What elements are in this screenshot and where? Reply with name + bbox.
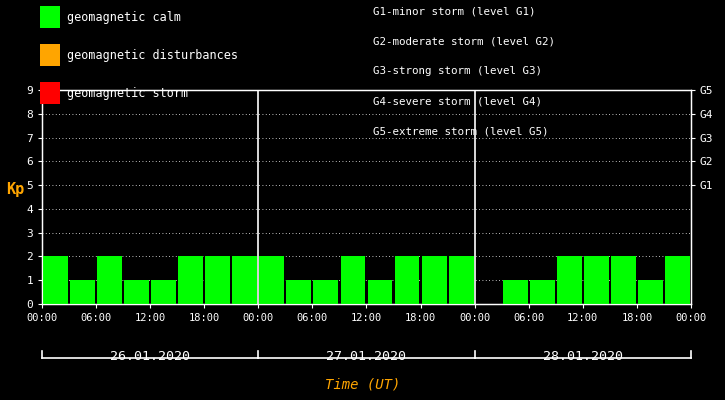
Text: 26.01.2020: 26.01.2020 (110, 350, 190, 363)
Bar (178, 256, 203, 304)
Bar (557, 256, 581, 304)
Bar (638, 280, 663, 304)
Bar (97, 256, 122, 304)
Bar (449, 256, 473, 304)
Text: G3-strong storm (level G3): G3-strong storm (level G3) (373, 66, 542, 76)
Bar (124, 280, 149, 304)
Bar (341, 256, 365, 304)
Text: G2-moderate storm (level G2): G2-moderate storm (level G2) (373, 36, 555, 46)
Text: G4-severe storm (level G4): G4-severe storm (level G4) (373, 96, 542, 106)
Bar (286, 280, 311, 304)
Bar (368, 280, 392, 304)
Text: geomagnetic storm: geomagnetic storm (67, 86, 188, 100)
Bar (502, 280, 528, 304)
Text: geomagnetic disturbances: geomagnetic disturbances (67, 48, 239, 62)
Bar (422, 256, 447, 304)
Bar (233, 256, 257, 304)
Bar (611, 256, 636, 304)
Text: 27.01.2020: 27.01.2020 (326, 350, 407, 363)
Text: G1-minor storm (level G1): G1-minor storm (level G1) (373, 6, 536, 16)
Text: Time (UT): Time (UT) (325, 377, 400, 391)
Bar (260, 256, 284, 304)
Bar (70, 280, 95, 304)
Bar (313, 280, 339, 304)
Bar (152, 280, 176, 304)
Bar (530, 280, 555, 304)
Y-axis label: Kp: Kp (6, 182, 24, 197)
Bar (584, 256, 609, 304)
Text: G5-extreme storm (level G5): G5-extreme storm (level G5) (373, 126, 549, 136)
Bar (43, 256, 68, 304)
Bar (665, 256, 690, 304)
Bar (205, 256, 231, 304)
Text: geomagnetic calm: geomagnetic calm (67, 10, 181, 24)
Text: 28.01.2020: 28.01.2020 (543, 350, 623, 363)
Bar (394, 256, 420, 304)
